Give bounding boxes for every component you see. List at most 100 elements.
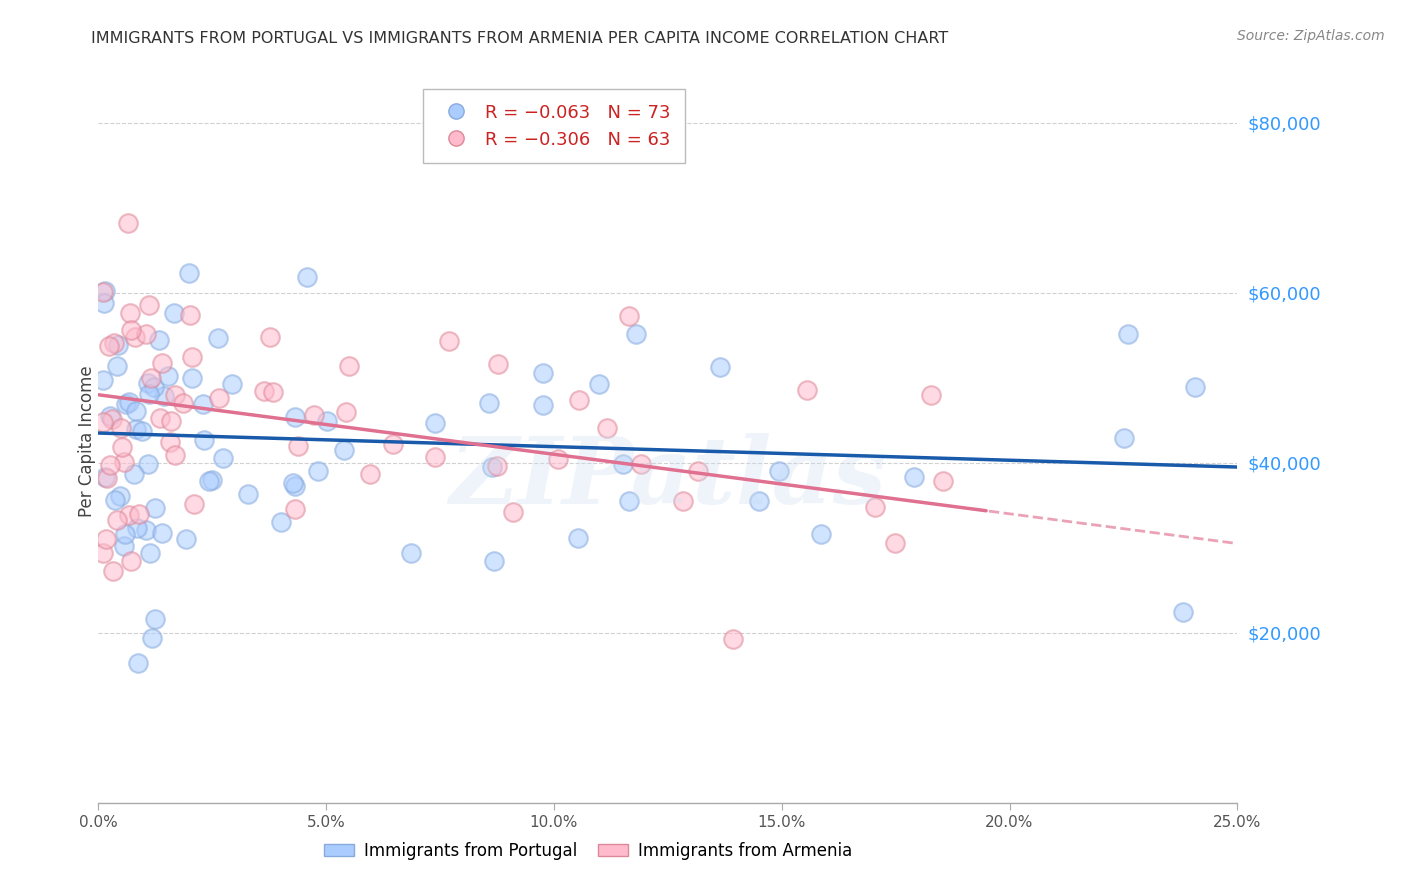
Point xyxy=(124,330,146,344)
Point xyxy=(138,386,160,401)
Point xyxy=(138,298,160,312)
Point xyxy=(148,333,170,347)
Point xyxy=(128,508,150,522)
Legend: Immigrants from Portugal, Immigrants from Armenia: Immigrants from Portugal, Immigrants fro… xyxy=(318,836,859,867)
Point xyxy=(93,296,115,310)
Point xyxy=(135,326,157,341)
Point xyxy=(110,421,132,435)
Point xyxy=(768,464,790,478)
Point xyxy=(284,478,307,492)
Point xyxy=(163,388,186,402)
Point xyxy=(333,443,356,458)
Point xyxy=(179,308,201,322)
Point xyxy=(120,554,142,568)
Point xyxy=(183,497,205,511)
Point xyxy=(136,457,159,471)
Point xyxy=(108,490,131,504)
Point xyxy=(810,527,832,541)
Point xyxy=(208,391,231,405)
Point xyxy=(481,460,503,475)
Point xyxy=(612,457,634,471)
Point xyxy=(284,502,307,516)
Point xyxy=(142,379,165,393)
Point xyxy=(125,422,148,436)
Point xyxy=(112,539,135,553)
Point xyxy=(180,350,202,364)
Point xyxy=(101,564,124,578)
Point xyxy=(337,359,360,374)
Point xyxy=(1114,431,1136,445)
Text: ZIPatlas: ZIPatlas xyxy=(450,433,886,523)
Point xyxy=(630,457,652,471)
Point xyxy=(163,306,186,320)
Point xyxy=(163,448,186,462)
Point xyxy=(125,521,148,535)
Point xyxy=(120,323,142,337)
Point xyxy=(236,487,259,501)
Point xyxy=(307,465,329,479)
Point xyxy=(315,414,337,428)
Point xyxy=(91,373,114,387)
Point xyxy=(596,420,619,434)
Point xyxy=(259,330,281,344)
Point xyxy=(207,331,229,345)
Point xyxy=(262,385,284,400)
Point xyxy=(568,392,591,407)
Point xyxy=(588,376,610,391)
Point xyxy=(114,527,136,541)
Point xyxy=(201,473,224,487)
Point xyxy=(150,356,173,370)
Point xyxy=(863,500,886,515)
Point xyxy=(117,216,139,230)
Point xyxy=(567,531,589,545)
Point xyxy=(174,532,197,546)
Point xyxy=(105,359,128,373)
Point xyxy=(502,505,524,519)
Point xyxy=(135,524,157,538)
Point xyxy=(115,397,138,411)
Point xyxy=(94,532,117,546)
Point xyxy=(139,545,162,559)
Point xyxy=(160,414,183,428)
Point xyxy=(93,546,115,560)
Point xyxy=(1173,605,1195,619)
Point xyxy=(159,434,181,449)
Point xyxy=(110,440,132,454)
Point xyxy=(131,424,153,438)
Point xyxy=(149,410,172,425)
Point xyxy=(484,554,506,568)
Point xyxy=(302,408,325,422)
Point xyxy=(141,631,163,645)
Point xyxy=(425,416,447,430)
Point xyxy=(118,305,141,319)
Point xyxy=(98,458,121,472)
Point xyxy=(150,526,173,541)
Point xyxy=(883,536,905,550)
Point xyxy=(381,437,404,451)
Point xyxy=(125,403,148,417)
Point xyxy=(672,493,695,508)
Point xyxy=(191,397,214,411)
Point xyxy=(114,455,136,469)
Point xyxy=(796,383,818,397)
Point xyxy=(359,467,381,482)
Point xyxy=(180,371,202,385)
Point xyxy=(287,439,309,453)
Point xyxy=(157,368,180,383)
Point xyxy=(101,411,124,425)
Text: Source: ZipAtlas.com: Source: ZipAtlas.com xyxy=(1237,29,1385,43)
Point xyxy=(103,335,125,350)
Point xyxy=(619,494,641,508)
Point xyxy=(145,500,167,515)
Point xyxy=(91,285,114,299)
Point xyxy=(547,452,569,467)
Point xyxy=(104,492,127,507)
Point xyxy=(107,338,129,352)
Point xyxy=(143,612,166,626)
Point xyxy=(748,494,770,508)
Point xyxy=(252,384,274,398)
Point xyxy=(477,396,499,410)
Point xyxy=(221,376,243,391)
Point xyxy=(1184,380,1206,394)
Point xyxy=(98,339,121,353)
